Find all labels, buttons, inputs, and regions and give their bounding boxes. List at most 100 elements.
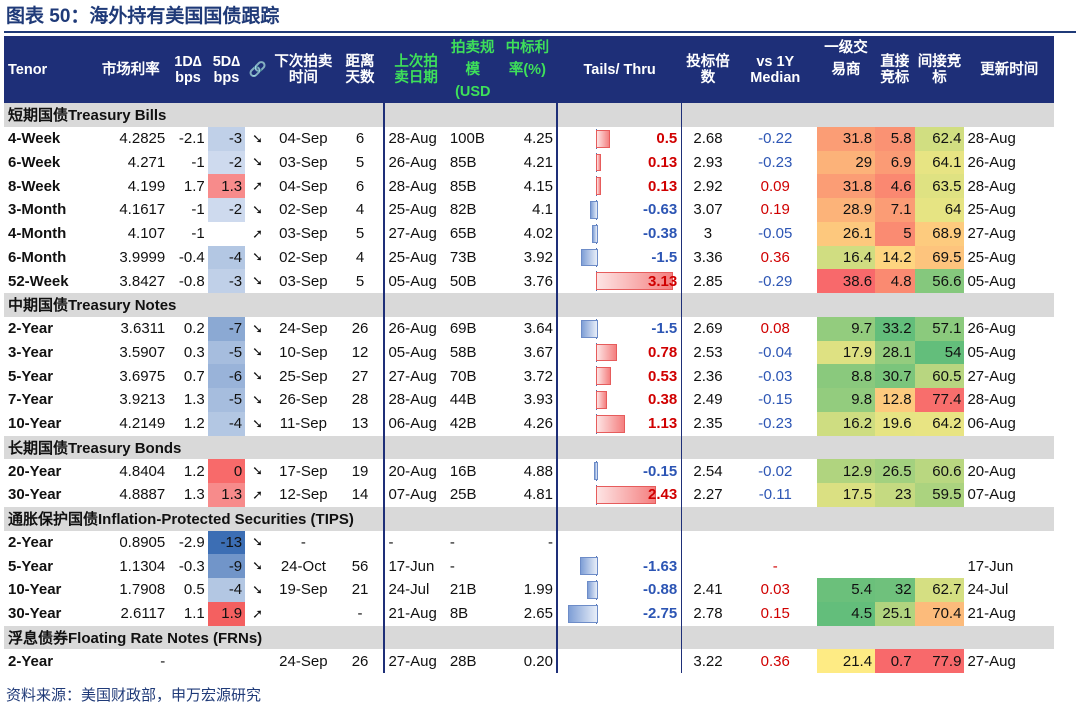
d1-cell: 0.3 [183,343,205,361]
next-auction-cell: 17-Sep [279,462,328,480]
indirect-bid-cell: 62.7 [914,578,965,602]
tails-value: 0.53 [648,367,678,385]
trend-arrow-icon: ➚ [252,225,264,241]
section-filler [681,625,965,650]
bid-to-cover-cell: 3.36 [681,245,734,270]
winning-rate-cell: 4.15 [523,177,553,195]
updated-cell: 27-Aug [967,652,1016,670]
tails-cell: 0.53 [555,364,682,388]
updated-cell: 17-Jun [967,557,1014,575]
next-auction-cell: 24-Sep [279,320,328,338]
tails-bar [595,486,657,504]
vs-median-cell: 0.19 [760,201,790,219]
bid-to-cover-cell: 2.27 [681,483,734,507]
next-auction-cell: 26-Sep [279,391,328,409]
winning-rate-cell: 4.02 [523,225,553,243]
winning-rate-cell: 4.25 [523,130,553,148]
days-cell: 21 [351,581,369,599]
indirect-bid-cell: 64.2 [914,411,965,436]
source-note: 资料来源：美国财政部，申万宏源研究 [6,687,262,704]
next-auction-cell: 02-Sep [279,201,328,219]
section-title: 长期国债Treasury Bonds [4,435,385,460]
d1-cell: 1.3 [183,486,205,504]
updated-cell: 28-Aug [967,130,1016,148]
tails-value: -1.5 [651,248,678,266]
updated-cell [964,531,1054,555]
updated-cell: 27-Aug [967,225,1016,243]
indirect-bid-cell: 56.6 [914,269,965,293]
days-cell: 12 [351,343,369,361]
table-row: 20-Year 4.8404 1.2 0 ➘ 17-Sep 19 20-Aug 16B 4.88-… [4,459,1054,483]
rate-cell: 4.2825 [119,130,166,148]
vs-median-cell: 0.15 [760,605,790,623]
bid-to-cover-cell: 2.68 [681,126,734,151]
section-filler [383,625,557,650]
trend-arrow-icon [245,649,270,673]
header-last-auction: 上次拍卖日期 [383,36,447,103]
header-direct: 直接竞标 [875,36,915,103]
table-row: 2-Year 0.8905 -2.9 -13 ➘ - - - - [4,530,1054,555]
d5-cell: -13 [207,530,246,555]
vs-median-cell: 0.09 [760,177,790,195]
indirect-bid-cell: 64 [914,198,965,222]
section-header: 长期国债Treasury Bonds [4,435,1054,460]
direct-bid-cell: 12.8 [875,388,915,412]
tenor-cell: 10-Year [8,581,62,599]
rate-cell: 4.8887 [119,486,166,504]
tenor-cell: 2-Year [8,533,54,551]
winning-rate-cell: 4.26 [523,415,553,433]
link-icon: 🔗 [245,36,271,103]
trend-arrow-icon: ➚ [252,178,264,194]
section-filler [555,293,682,317]
primary-dealer-cell: 31.8 [816,126,876,151]
vs-median-cell: -0.03 [758,367,793,385]
indirect-bid-cell: 62.4 [914,126,965,151]
direct-bid-cell: 4.8 [875,269,915,293]
trend-arrow-icon: ➘ [252,415,264,431]
trend-arrow-icon: ➘ [252,201,264,217]
winning-rate-cell: - [547,533,553,551]
winning-rate-cell: 3.76 [523,272,553,290]
d5-cell: -3 [207,126,246,151]
last-auction-cell: 05-Aug [383,269,447,293]
tenor-cell: 52-Week [8,272,69,290]
tenor-cell: 10-Year [8,415,62,433]
indirect-bid-cell: 64.1 [914,150,965,175]
primary-dealer-cell: 16.2 [816,411,876,436]
direct-bid-cell: 28.1 [875,340,915,365]
next-auction-cell: 10-Sep [279,343,328,361]
tails-bar [595,367,611,385]
section-filler [383,506,557,531]
rate-cell: 2.6117 [120,605,166,623]
trend-arrow-icon: ➘ [252,154,264,170]
tenor-cell: 2-Year [8,320,54,338]
section-header: 浮息债券Floating Rate Notes (FRNs) [4,625,1054,650]
tails-value: -2.75 [643,605,678,623]
section-filler [964,625,1054,650]
updated-cell: 07-Aug [967,486,1016,504]
table-row: 8-Week 4.199 1.7 1.3 ➚ 04-Sep 6 28-Aug 85B 4.15 0.… [4,174,1054,198]
winning-rate-cell [499,554,557,578]
last-auction-cell: 27-Aug [383,649,447,673]
primary-dealer-cell: 26.1 [816,221,876,246]
treasury-table: Tenor 市场利率 1D∆ bps 5D∆ bps 🔗 下次拍卖时间 距离天数… [4,36,1054,673]
d1-cell: -0.8 [178,272,205,290]
section-filler [964,293,1054,317]
tenor-cell: 5-Year [8,557,54,575]
section-filler [681,435,965,460]
primary-dealer-cell: 29 [816,150,876,175]
trend-arrow-icon: ➘ [252,130,264,146]
header-indirect: 间接竞标 [914,36,965,103]
tails-value: 0.13 [648,153,678,171]
updated-cell: 27-Aug [967,367,1016,385]
header-primary: 一级交易商 [816,36,876,103]
indirect-bid-cell: 70.4 [914,601,965,626]
tails-cell: 0.38 [555,388,682,412]
tails-cell: 2.43 [555,483,682,507]
days-cell: 56 [351,557,369,575]
last-auction-cell: 05-Aug [383,340,447,365]
tails-value: -1.5 [651,320,678,338]
tails-value: -0.88 [643,581,678,599]
bid-to-cover-cell: 2.54 [681,459,734,483]
tails-cell: -0.15 [555,459,682,483]
